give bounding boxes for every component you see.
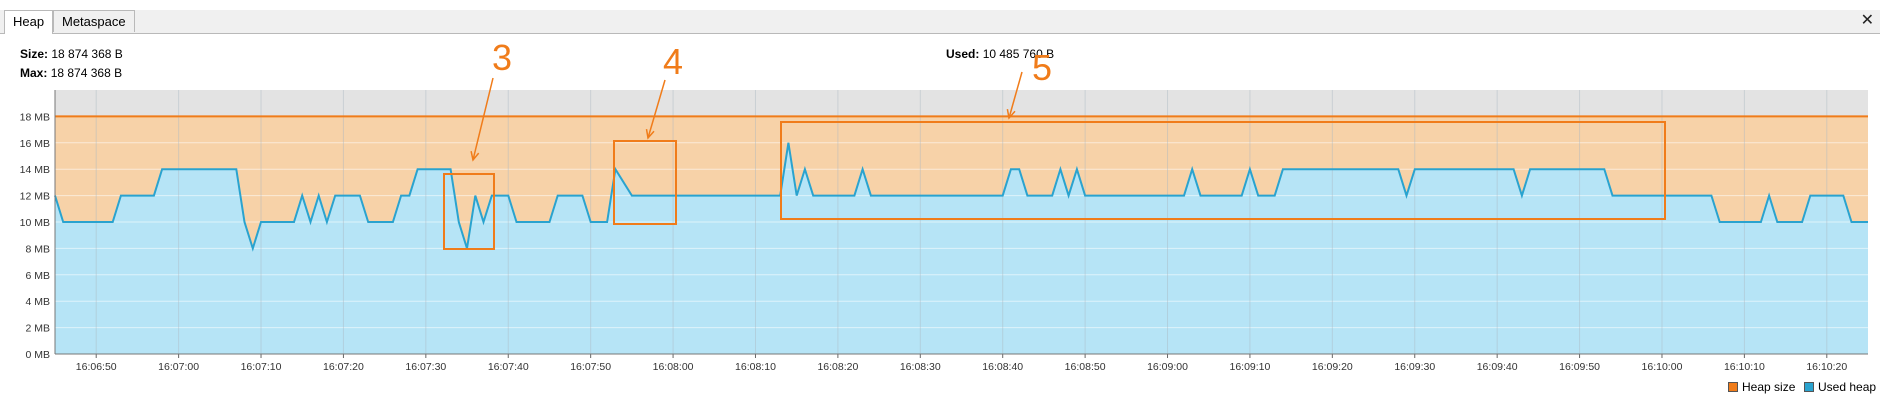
tab-metaspace[interactable]: Metaspace [53, 10, 135, 32]
y-tick-label: 4 MB [25, 296, 50, 308]
max-value: 18 874 368 B [50, 66, 123, 80]
y-tick-label: 6 MB [25, 270, 50, 282]
legend-used-heap-label: Used heap [1818, 380, 1877, 394]
annotation-arrow [647, 79, 666, 139]
max-stat: Max: 18 874 368 B [20, 66, 122, 80]
x-tick-label: 16:08:40 [982, 361, 1023, 373]
x-tick-label: 16:09:00 [1147, 361, 1188, 373]
x-tick-label: 16:10:10 [1724, 361, 1765, 373]
y-tick-label: 12 MB [20, 191, 50, 203]
legend-used-heap-swatch [1804, 382, 1814, 392]
x-tick-label: 16:06:50 [76, 361, 117, 373]
size-value: 18 874 368 B [51, 47, 123, 61]
x-tick-label: 16:07:20 [323, 361, 364, 373]
y-tick-label: 8 MB [25, 243, 50, 255]
annotation-box [443, 173, 495, 250]
size-stat: Size: 18 874 368 B [20, 47, 123, 61]
y-tick-label: 16 MB [20, 138, 50, 150]
annotation-label: 3 [492, 37, 512, 78]
used-heap-line [54, 142, 1868, 252]
x-tick-label: 16:09:20 [1312, 361, 1353, 373]
x-tick-label: 16:07:00 [158, 361, 199, 373]
x-tick-label: 16:07:30 [405, 361, 446, 373]
tab-bar: Heap Metaspace [0, 10, 1880, 34]
annotation-label: 4 [663, 41, 683, 82]
y-tick-label: 2 MB [25, 323, 50, 335]
used-stat: Used: 10 485 760 B [946, 47, 1054, 61]
y-tick-label: 18 MB [20, 111, 50, 123]
annotation-arrowhead [645, 128, 655, 140]
x-tick-label: 16:10:20 [1806, 361, 1847, 373]
used-value: 10 485 760 B [982, 47, 1055, 61]
legend-heap-size: Heap size [1728, 380, 1795, 394]
y-tick-label: 0 MB [25, 349, 50, 361]
legend-heap-size-swatch [1728, 382, 1738, 392]
x-tick-label: 16:08:50 [1065, 361, 1106, 373]
x-tick-label: 16:08:30 [900, 361, 941, 373]
y-tick-label: 14 MB [20, 164, 50, 176]
x-tick-label: 16:10:00 [1642, 361, 1683, 373]
x-tick-label: 16:09:50 [1559, 361, 1600, 373]
legend-heap-size-label: Heap size [1742, 380, 1796, 394]
x-tick-label: 16:07:40 [488, 361, 529, 373]
annotation-arrowhead [470, 151, 480, 162]
annotation-label: 5 [1032, 47, 1052, 88]
x-tick-label: 16:07:50 [570, 361, 611, 373]
x-tick-label: 16:08:10 [735, 361, 776, 373]
x-tick-label: 16:08:00 [653, 361, 694, 373]
x-tick-label: 16:08:20 [817, 361, 858, 373]
annotation-box [780, 121, 1666, 220]
size-label: Size: [20, 47, 49, 61]
used-label: Used: [946, 47, 980, 61]
close-icon[interactable]: ✕ [1860, 12, 1874, 29]
x-tick-label: 16:09:10 [1229, 361, 1270, 373]
annotation-arrow [1008, 71, 1023, 119]
x-tick-label: 16:09:30 [1394, 361, 1435, 373]
x-tick-label: 16:07:10 [241, 361, 282, 373]
tab-heap[interactable]: Heap [4, 10, 54, 34]
annotation-arrow [472, 77, 494, 161]
annotation-arrowhead [1006, 108, 1016, 120]
y-tick-label: 10 MB [20, 217, 50, 229]
x-tick-label: 16:09:40 [1477, 361, 1518, 373]
legend-used-heap: Used heap [1804, 380, 1876, 394]
annotation-box [613, 140, 677, 225]
max-label: Max: [20, 66, 48, 80]
